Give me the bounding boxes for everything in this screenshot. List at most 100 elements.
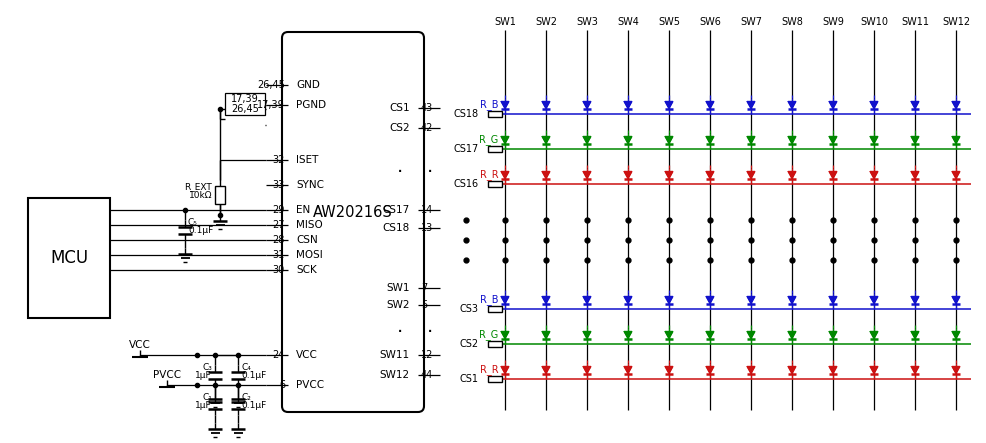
Polygon shape [624,101,632,109]
Polygon shape [706,136,714,144]
Text: 1μF: 1μF [195,372,212,381]
Text: C₃: C₃ [202,364,212,373]
Text: SW10: SW10 [860,17,888,27]
Polygon shape [788,171,796,179]
Text: PVCC: PVCC [296,380,324,390]
Bar [488,181,502,187]
Text: 0.1μF: 0.1μF [241,401,266,411]
Text: SW2: SW2 [535,17,557,27]
Polygon shape [829,366,837,373]
Text: CS1: CS1 [389,103,410,113]
Text: AW20216S: AW20216S [314,205,392,219]
Text: 30: 30 [273,265,285,275]
Text: VCC: VCC [296,350,317,360]
Text: R_G: R_G [479,135,499,145]
Text: 32: 32 [272,155,285,165]
Text: ·: · [427,323,433,342]
Text: 29: 29 [272,205,285,215]
Polygon shape [952,366,959,373]
Polygon shape [829,171,837,179]
Text: 24: 24 [272,350,285,360]
Polygon shape [624,296,632,303]
Text: GND: GND [296,80,319,90]
Text: SW6: SW6 [699,17,721,27]
Text: SW1: SW1 [494,17,516,27]
Text: 44: 44 [421,370,433,380]
Text: SCK: SCK [296,265,317,275]
Polygon shape [501,331,509,338]
Polygon shape [666,296,672,303]
Text: SW5: SW5 [658,17,680,27]
Text: 12: 12 [421,350,434,360]
Text: SW1: SW1 [387,283,410,293]
Text: 17,39: 17,39 [231,94,259,104]
Text: CS3: CS3 [460,304,479,314]
Text: EN: EN [296,205,311,215]
Polygon shape [829,136,837,144]
Text: CS2: CS2 [389,123,410,133]
Polygon shape [871,136,878,144]
Text: SW9: SW9 [822,17,844,27]
Polygon shape [583,296,591,303]
Polygon shape [666,366,672,373]
Polygon shape [952,171,959,179]
Polygon shape [871,101,878,109]
Text: SW8: SW8 [781,17,803,27]
Text: C₂: C₂ [241,393,250,403]
Polygon shape [666,331,672,338]
Polygon shape [501,366,509,373]
Polygon shape [624,171,632,179]
Text: 42: 42 [421,123,434,133]
Polygon shape [624,366,632,373]
Text: R_R: R_R [479,365,498,376]
Text: ·: · [397,323,403,342]
Polygon shape [911,366,919,373]
Text: C₅: C₅ [188,218,198,226]
Polygon shape [542,331,550,338]
Polygon shape [747,136,755,144]
Text: CSN: CSN [296,235,317,245]
Bar [215,186,225,204]
Text: CS17: CS17 [454,144,479,154]
Polygon shape [706,296,714,303]
Polygon shape [501,136,509,144]
Text: PVCC: PVCC [153,370,181,380]
Polygon shape [911,101,919,109]
Polygon shape [501,101,509,109]
Polygon shape [666,136,672,144]
Polygon shape [747,171,755,179]
Text: SW2: SW2 [387,300,410,310]
Text: SW11: SW11 [901,17,929,27]
Text: ISET: ISET [296,155,318,165]
Polygon shape [542,296,550,303]
Text: CS2: CS2 [459,339,479,349]
Text: CS1: CS1 [460,374,479,384]
Text: ·: · [397,163,403,182]
Bar [488,376,502,382]
Bar [488,341,502,347]
Text: C₄: C₄ [241,364,250,373]
Text: 28: 28 [272,235,285,245]
Polygon shape [542,101,550,109]
Polygon shape [952,296,959,303]
Text: PGND: PGND [296,100,326,110]
Polygon shape [706,101,714,109]
Polygon shape [666,101,672,109]
Text: 31: 31 [273,250,285,260]
Polygon shape [952,136,959,144]
Text: 0.1μF: 0.1μF [241,372,266,381]
Polygon shape [706,331,714,338]
Polygon shape [911,296,919,303]
Polygon shape [788,331,796,338]
Polygon shape [501,296,509,303]
Text: 1μF: 1μF [195,401,212,411]
Text: CS18: CS18 [454,109,479,119]
Polygon shape [788,101,796,109]
Polygon shape [583,171,591,179]
Polygon shape [583,331,591,338]
Text: MOSI: MOSI [296,250,322,260]
Text: R_B: R_B [480,295,498,306]
Text: C₁: C₁ [202,393,212,403]
Polygon shape [542,136,550,144]
Text: SW7: SW7 [740,17,762,27]
